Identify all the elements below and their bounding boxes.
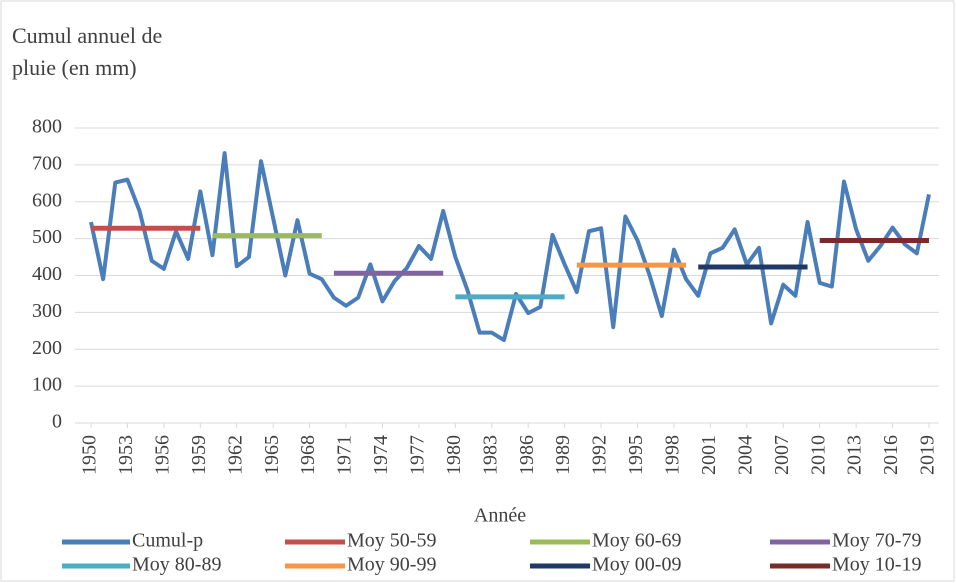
x-tick-label: 1962 — [224, 435, 246, 475]
x-tick-label: 1998 — [662, 435, 684, 475]
legend-label: Cumul-p — [132, 530, 203, 552]
legend-label: Moy 10-19 — [832, 554, 921, 576]
x-tick-label: 2001 — [698, 435, 720, 475]
x-tick-label: 1959 — [188, 435, 210, 475]
y-tick-label: 500 — [32, 226, 62, 248]
y-tick-label: 800 — [32, 116, 62, 138]
x-tick-label: 1968 — [297, 435, 319, 475]
x-tick-label: 1983 — [479, 435, 501, 475]
legend-label: Moy 60-69 — [592, 530, 681, 552]
x-tick-label: 1977 — [407, 435, 429, 475]
x-tick-label: 2004 — [734, 435, 756, 475]
legend-label: Moy 70-79 — [832, 530, 921, 552]
x-tick-label: 2010 — [807, 435, 829, 475]
y-tick-label: 100 — [32, 374, 62, 396]
legend-label: Moy 80-89 — [132, 554, 221, 576]
x-tick-label: 1992 — [589, 435, 611, 475]
data-line — [89, 151, 931, 343]
x-tick-label: 1989 — [552, 435, 574, 475]
x-tick-label: 2013 — [844, 435, 866, 475]
x-tick-label: 1980 — [443, 435, 465, 475]
x-tick-label: 1971 — [334, 435, 356, 475]
x-tick-label: 2019 — [917, 435, 939, 475]
x-tick-label: 1986 — [516, 435, 538, 475]
y-tick-label: 200 — [32, 337, 62, 359]
x-tick-label: 1995 — [625, 435, 647, 475]
y-tick-label: 700 — [32, 152, 62, 174]
legend-label: Moy 00-09 — [592, 554, 681, 576]
legend-label: Moy 50-59 — [347, 530, 436, 552]
x-tick-label: 2016 — [880, 435, 902, 475]
y-tick-label: 300 — [32, 300, 62, 322]
y-tick-label: 600 — [32, 189, 62, 211]
x-tick-label: 1953 — [115, 435, 137, 475]
legend-label: Moy 90-99 — [347, 554, 436, 576]
y-tick-label: 0 — [52, 411, 62, 433]
x-tick-label: 1950 — [79, 435, 101, 475]
x-tick-label: 1974 — [370, 435, 392, 475]
y-tick-label: 400 — [32, 263, 62, 285]
x-tick-label: 1965 — [261, 435, 283, 475]
x-tick-label: 2007 — [771, 435, 793, 475]
x-axis-label: Année — [474, 505, 526, 527]
y-axis-label: Cumul annuel de pluie (en mm) — [12, 23, 163, 80]
x-tick-label: 1956 — [151, 435, 173, 475]
